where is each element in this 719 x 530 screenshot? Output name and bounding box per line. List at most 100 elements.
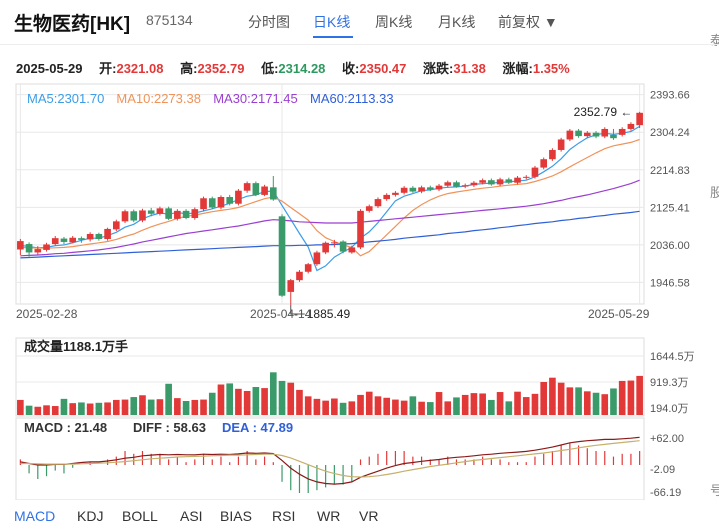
candle-body xyxy=(243,183,251,191)
ind-tab-wr[interactable]: WR xyxy=(317,508,341,524)
date-label-end: 2025-05-29 xyxy=(588,307,650,321)
ind-tab-asi[interactable]: ASI xyxy=(180,508,203,524)
volume-bar xyxy=(243,390,251,415)
candle-body xyxy=(374,199,382,207)
ind-tab-bias[interactable]: BIAS xyxy=(220,508,252,524)
volume-bar xyxy=(182,401,190,415)
volume-bar xyxy=(453,397,460,415)
candle-body xyxy=(426,187,434,190)
stock-code: 875134 xyxy=(146,12,193,28)
candle-body xyxy=(409,187,417,192)
candle-body xyxy=(78,238,85,240)
ma-legend-0: MA5:2301.70 xyxy=(27,91,104,106)
volume-bar xyxy=(348,401,356,415)
ind-tab-kdj[interactable]: KDJ xyxy=(77,508,104,524)
candle-body xyxy=(235,190,242,204)
volume-bar xyxy=(43,405,50,415)
quote-high: 高:2352.79 xyxy=(180,61,245,76)
volume-bar xyxy=(208,392,216,415)
tab-daily-k[interactable]: 日K线 xyxy=(313,14,351,30)
kline-chart[interactable]: 2393.66 2304.24 2214.83 2125.41 2036.00 1946.… xyxy=(0,0,719,500)
volume-bar xyxy=(95,402,103,415)
quote-close: 收:2350.47 xyxy=(342,61,407,76)
candle-body xyxy=(313,252,321,265)
volume-tick-label: 194.0万 xyxy=(650,403,689,415)
min-price-annotation: 1885.49 xyxy=(307,307,351,321)
candle-body xyxy=(392,192,399,195)
ind-tab-macd[interactable]: MACD xyxy=(14,508,56,524)
volume-bar xyxy=(514,391,521,415)
tab-weekly-k[interactable]: 周K线 xyxy=(375,14,413,30)
volume-bar xyxy=(601,394,609,415)
ma-line-ma5 xyxy=(20,125,640,272)
candle-body xyxy=(601,128,609,137)
max-price-annotation: 2352.79 ← xyxy=(574,105,633,119)
volume-bar xyxy=(531,393,539,415)
candle-body xyxy=(435,185,443,190)
volume-bar xyxy=(636,375,643,415)
volume-bar xyxy=(383,397,391,415)
quote-date: 2025-05-29 xyxy=(16,61,83,76)
candle-body xyxy=(540,159,548,168)
min-price-leader xyxy=(290,304,305,315)
candle-body xyxy=(60,238,68,242)
tab-intraday[interactable]: 分时图 xyxy=(248,14,290,30)
candle-body xyxy=(182,210,190,218)
ind-tab-boll[interactable]: BOLL xyxy=(122,508,158,524)
candle-body xyxy=(549,149,556,160)
candle-body xyxy=(69,237,77,243)
macd-panel-frame xyxy=(15,417,645,500)
candle-body xyxy=(461,185,469,187)
candle-body xyxy=(496,179,504,185)
tab-monthly-k[interactable]: 月K线 xyxy=(438,14,476,30)
volume-bar xyxy=(549,377,556,415)
volume-bar xyxy=(540,381,548,415)
price-tick-label: 2393.66 xyxy=(650,90,690,102)
quote-bar: 2025-05-29 开:2321.08 高:2352.79 低:2314.28… xyxy=(16,58,583,77)
dea-value: DEA : 47.89 xyxy=(222,420,293,435)
candle-body xyxy=(444,182,452,186)
candle-body xyxy=(25,244,33,253)
candle-body xyxy=(174,210,181,219)
candle-body xyxy=(618,128,626,135)
candle-body xyxy=(557,139,565,150)
candle-body xyxy=(86,233,94,240)
candle-body xyxy=(627,123,635,129)
price-panel-frame xyxy=(15,83,645,305)
volume-tick-label: 1644.5万 xyxy=(650,351,695,363)
date-label-start: 2025-02-28 xyxy=(16,307,78,321)
candle-body xyxy=(365,206,373,211)
candle-body xyxy=(252,183,260,195)
candle-body xyxy=(191,209,199,218)
volume-bar xyxy=(261,388,268,415)
volume-bar xyxy=(461,394,469,415)
candle-body xyxy=(479,180,486,183)
volume-bar xyxy=(174,398,181,415)
adjust-dropdown[interactable]: 前复权 ▼ xyxy=(498,14,558,30)
ma-legend-2: MA30:2171.45 xyxy=(213,91,298,106)
dea-line xyxy=(20,440,640,478)
candle-body xyxy=(17,241,24,250)
ind-tab-vr[interactable]: VR xyxy=(359,508,379,524)
volume-bar xyxy=(470,393,478,415)
active-tab-indicator xyxy=(313,36,353,38)
volume-bar xyxy=(313,398,321,415)
volume-bar xyxy=(252,387,260,415)
ma-legend-1: MA10:2273.38 xyxy=(116,91,201,106)
ma-legend-3: MA60:2113.33 xyxy=(310,91,394,106)
volume-bar xyxy=(287,382,295,415)
candle-body xyxy=(130,211,138,221)
ind-tab-rsi[interactable]: RSI xyxy=(272,508,296,524)
candle-body xyxy=(505,179,513,183)
candle-body xyxy=(357,210,364,248)
candle-body xyxy=(592,132,600,137)
volume-bar xyxy=(86,403,94,415)
edge-glyph-1: 泰 xyxy=(710,33,719,48)
volume-bar xyxy=(479,393,486,415)
candle-body xyxy=(400,187,408,193)
edge-glyph-2: 股 xyxy=(710,185,719,200)
volume-bar xyxy=(488,399,495,415)
volume-bar xyxy=(409,396,417,415)
macd-value: MACD : 21.48 xyxy=(24,420,107,435)
candle-body xyxy=(121,211,129,222)
